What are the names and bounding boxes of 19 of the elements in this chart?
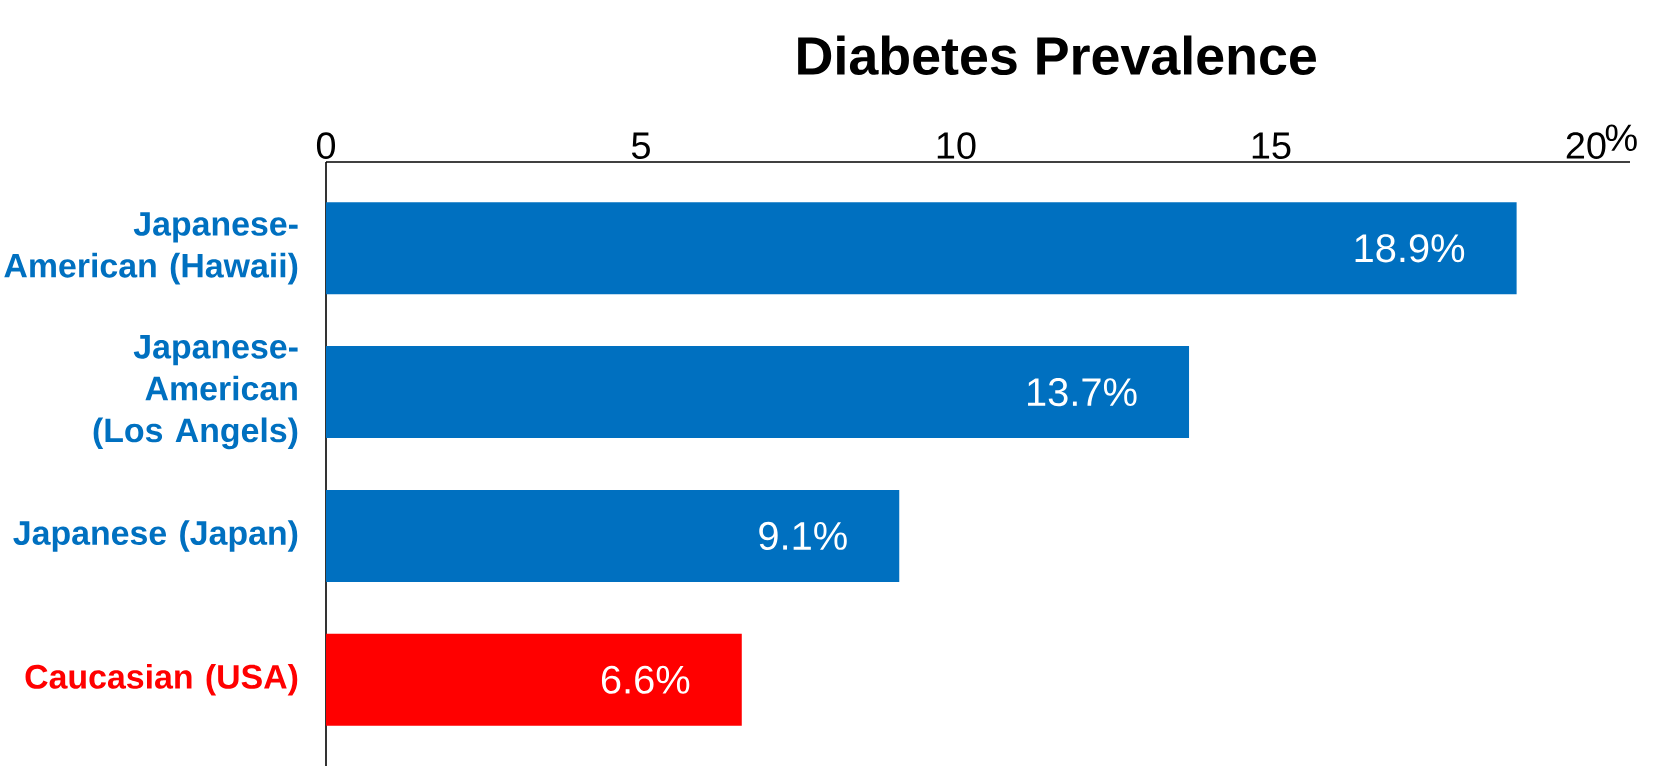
- data-label: 13.7%: [1028, 378, 1137, 407]
- bar: [326, 489, 900, 582]
- y-tick-label: Japanese-American (Los Angels): [93, 335, 298, 450]
- y-tick-label: Caucasian (USA): [25, 663, 298, 696]
- y-tick-label: Japanese (Japan): [13, 520, 298, 552]
- x-tick-label: 5: [631, 132, 650, 159]
- x-tick-label: 15: [1252, 132, 1291, 159]
- bar: [326, 633, 742, 726]
- data-label: 6.6%: [601, 665, 690, 694]
- chart-title: Diabetes Prevalence: [798, 35, 1316, 76]
- bar: [326, 202, 1517, 295]
- x-tick-label: 20: [1566, 132, 1606, 159]
- bar: [326, 346, 1190, 439]
- data-label: 18.9%: [1355, 234, 1465, 263]
- x-axis-title: %: [1605, 124, 1637, 151]
- y-tick-label: Japanese-American (Hawaii): [4, 212, 298, 285]
- x-tick-label: 10: [937, 132, 976, 159]
- data-label: 9.1%: [759, 521, 847, 551]
- x-tick-label: 0: [316, 132, 336, 159]
